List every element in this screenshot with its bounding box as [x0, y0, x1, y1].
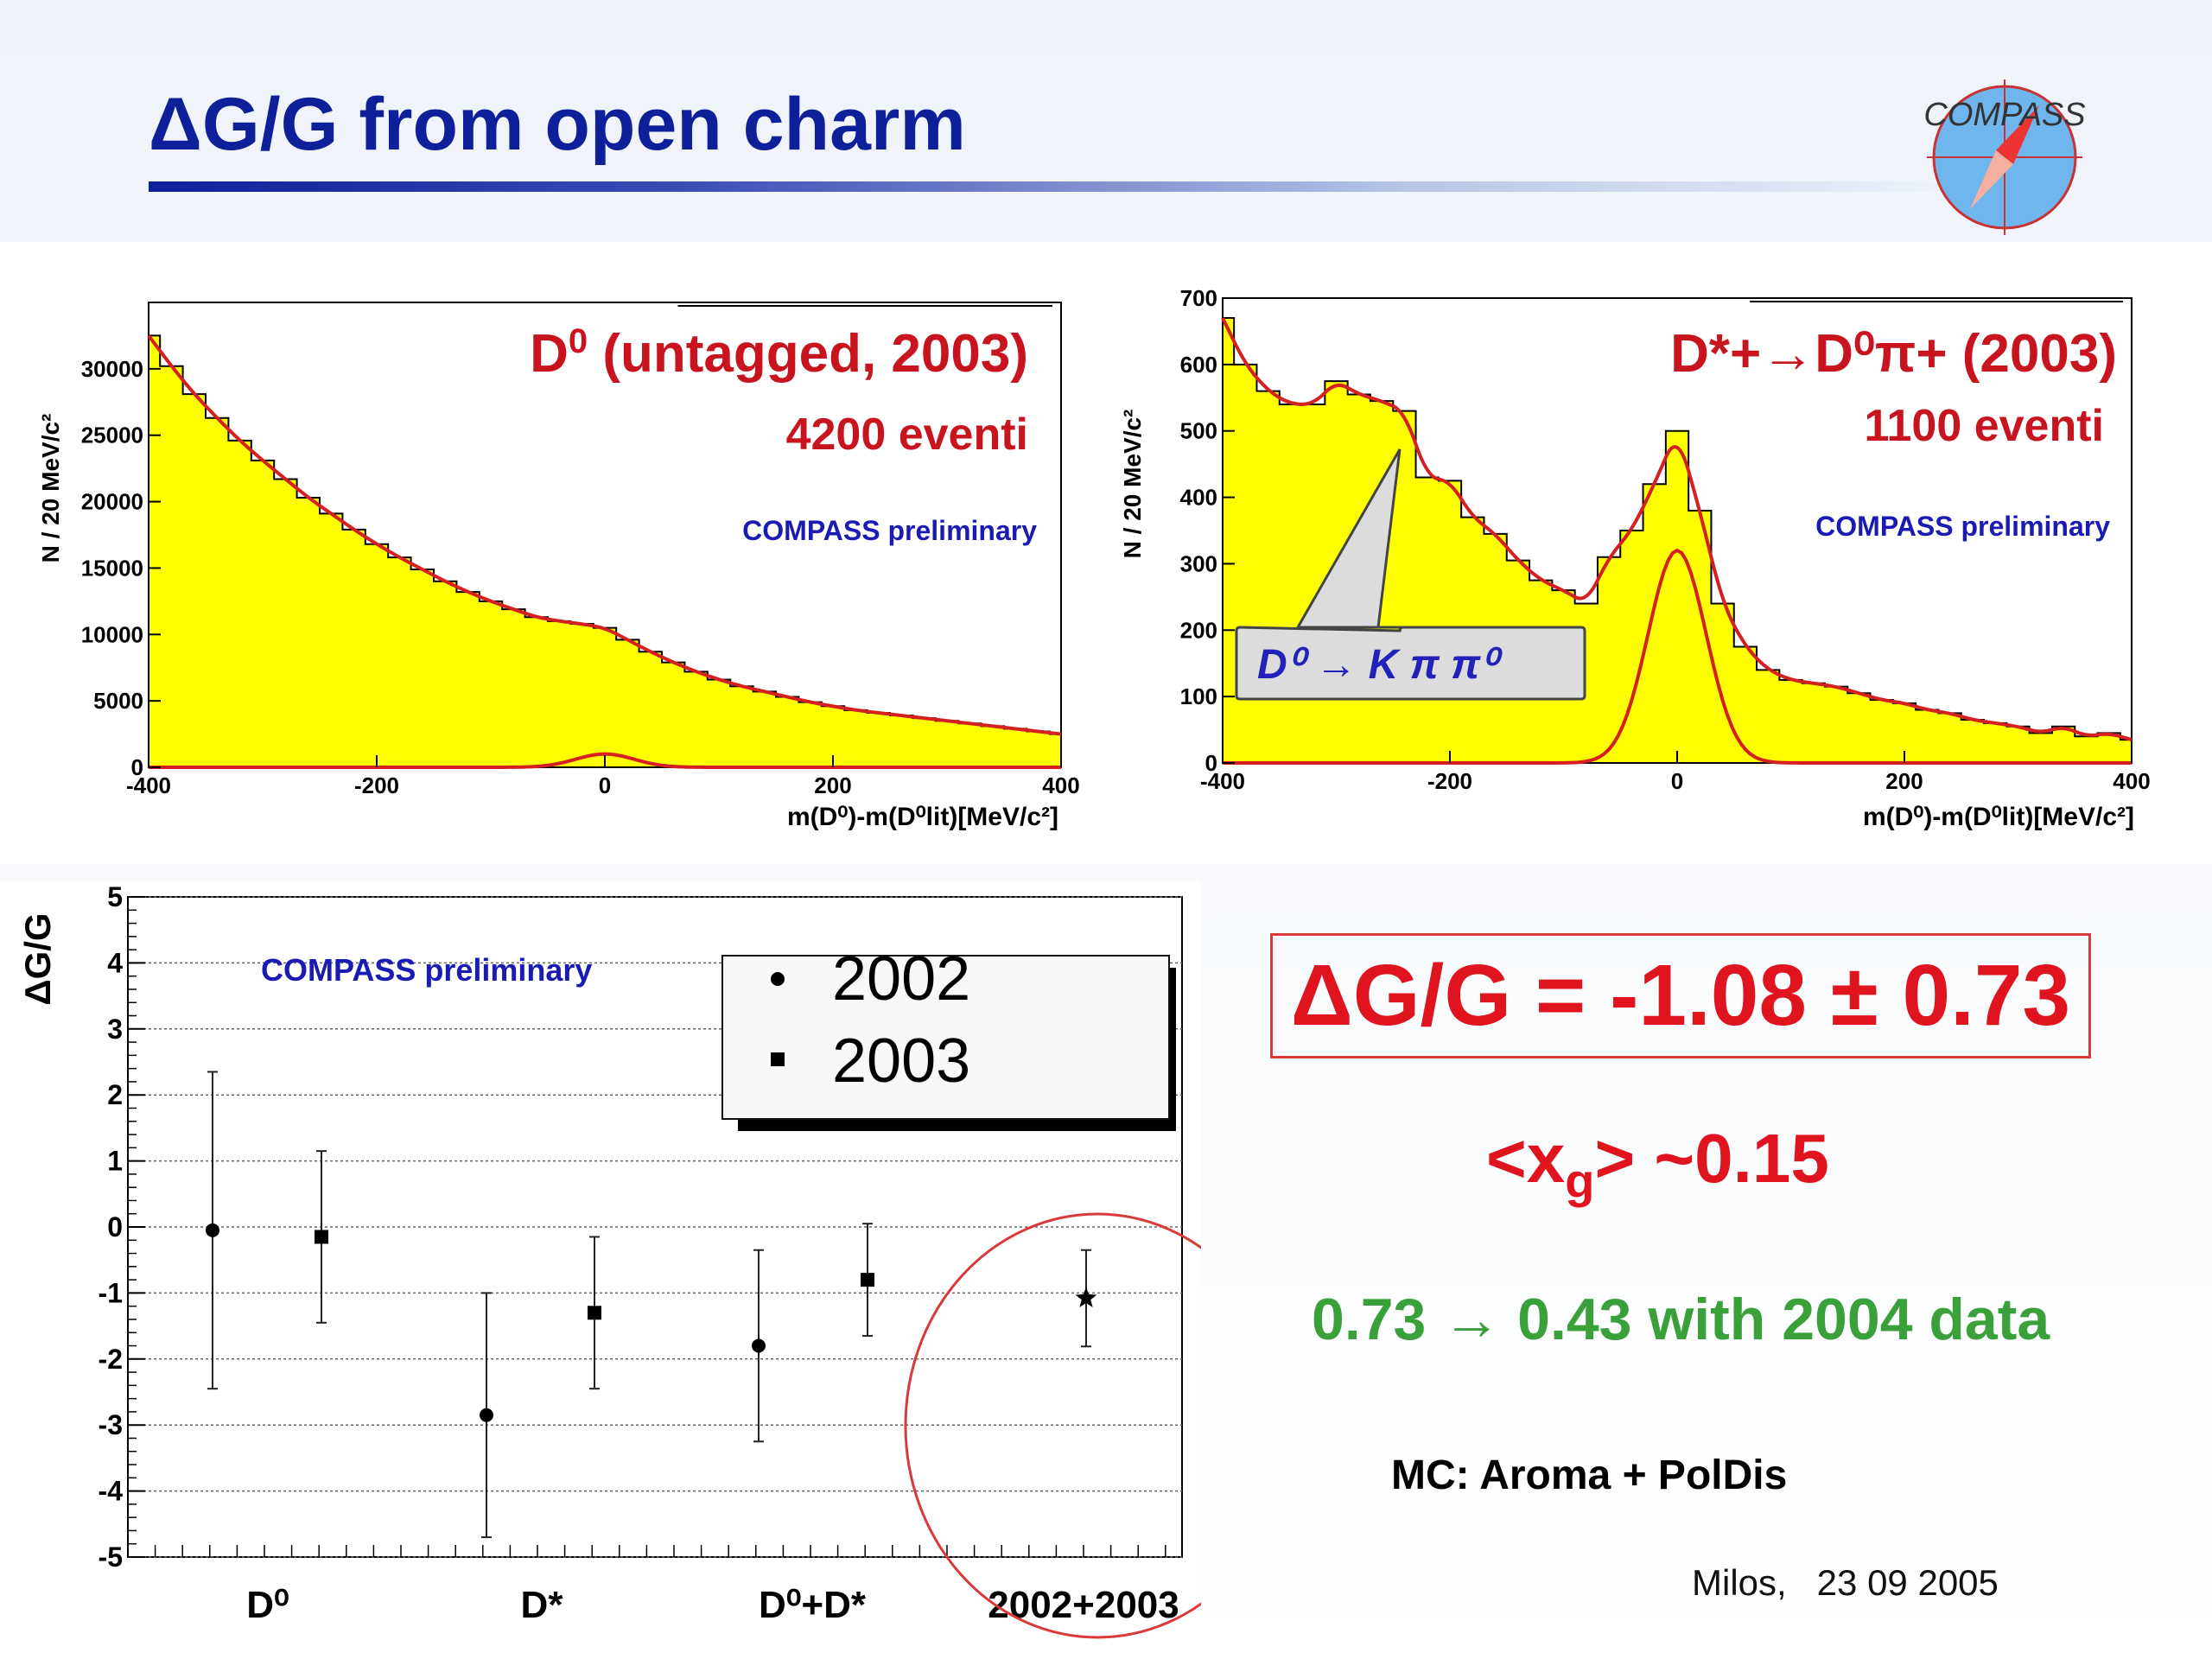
- dstar-mass-panel: 0 100 200 300 400 500 600 700 -400 -200 0 200 400 N …: [1097, 242, 2212, 864]
- d0-xtick-label: 400: [1042, 772, 1079, 798]
- result-box: ΔG/G = -1.08 ± 0.73: [1270, 933, 2091, 1058]
- dg-ytick-label: -3: [99, 1409, 123, 1440]
- legend-2003-marker: [771, 1052, 785, 1066]
- xg-sub: g: [1565, 1154, 1595, 1208]
- dstar-ytick-label: 300: [1180, 550, 1217, 576]
- dstar-mass-chart: 0 100 200 300 400 500 600 700 -400 -200 0 200 400 N …: [1119, 285, 2151, 831]
- compass-logo-icon: COMPASS: [1923, 79, 2086, 235]
- d0-ytick-label: 5000: [93, 688, 143, 714]
- dstar-ytick-label: 200: [1180, 617, 1217, 643]
- d0-events: 4200 eventi: [786, 410, 1028, 460]
- d0-fit-curve: [147, 334, 1062, 736]
- dg-point-2003: [315, 1230, 328, 1244]
- d0-ytick-label: 25000: [81, 423, 143, 448]
- dstar-xtick-label: -400: [1200, 768, 1245, 794]
- slide-header: ΔG/G from open charm COMPASS: [0, 0, 2212, 242]
- dstar-preliminary: COMPASS preliminary: [1815, 511, 2110, 542]
- xg-post: > ~0.15: [1594, 1120, 1829, 1197]
- slide-title: ΔG/G from open charm: [149, 83, 966, 166]
- dg-category-label: 2002+2003: [988, 1584, 1179, 1626]
- d0-ytick-label: 0: [131, 754, 143, 780]
- mc-generators: MC: Aroma + PolDis: [1391, 1452, 1788, 1498]
- dg-ytick-label: 0: [107, 1211, 123, 1243]
- dstar-ytick-label: 600: [1180, 352, 1217, 378]
- dstar-panel-label: D*+→D⁰π+ (2003): [1670, 324, 2117, 384]
- dstar-ytick-label: 500: [1180, 418, 1217, 444]
- dstar-ytick-label: 100: [1180, 683, 1217, 709]
- dstar-signal-curve: [1223, 548, 2132, 765]
- dstar-ytick-label: 400: [1180, 485, 1217, 511]
- dg-ytick-label: 3: [107, 1014, 123, 1045]
- dstar-ytick-label: 0: [1205, 750, 1217, 776]
- d0-label-main: D: [530, 324, 569, 384]
- dg-point-combined: [1075, 1287, 1097, 1308]
- d0-mass-panel: 0 5000 10000 15000 20000 25000 30000 -400 -200 0 2…: [0, 242, 1097, 864]
- dstar-xtick-label: 0: [1671, 768, 1683, 794]
- dg-ylabel: ΔG/G: [17, 912, 58, 1005]
- d0-ytick-label: 10000: [81, 621, 143, 647]
- logo-text: COMPASS: [1923, 97, 2085, 133]
- xg-value: <xg> ~0.15: [1486, 1119, 1829, 1209]
- dg-ytick-label: -2: [99, 1344, 123, 1375]
- title-underline: [149, 181, 1946, 192]
- dg-point-2002: [206, 1223, 219, 1237]
- d0-plot: 0 5000 10000 15000 20000 25000 30000 -400 -200 0 2…: [81, 302, 1080, 798]
- dg-ytick-label: 2: [107, 1079, 123, 1110]
- dg-legend: 2002 2003: [721, 944, 1176, 1131]
- dg-ytick-label: -1: [99, 1277, 123, 1308]
- dg-category-label: D⁰+D*: [759, 1584, 867, 1626]
- dstar-xlabel: m(D⁰)-m(D⁰lit)[MeV/c²]: [1863, 803, 2134, 831]
- dg-point-2003: [588, 1306, 601, 1320]
- dg-point-2002: [480, 1408, 493, 1422]
- legend-2002-label: 2002: [832, 944, 970, 1014]
- delta-g-panel: -5 -4 -3 -2 -1 0 1 2 3 4 5 D⁰ D* D⁰+D* 2002+2003 ΔG/G …: [0, 881, 1291, 1642]
- dstar-fit-curve: [1221, 317, 2133, 742]
- xg-pre: <x: [1486, 1120, 1566, 1197]
- dstar-callout: D⁰ → K π π⁰: [1235, 448, 1586, 701]
- d0-ytick-label: 15000: [81, 555, 143, 581]
- dstar-xtick-label: 200: [1885, 768, 1923, 794]
- dg-ytick-label: -5: [99, 1541, 123, 1573]
- d0-label-sup: 0: [569, 322, 588, 360]
- d0-mass-chart: 0 5000 10000 15000 20000 25000 30000 -400 -200 0 2…: [37, 302, 1080, 831]
- d0-preliminary: COMPASS preliminary: [742, 515, 1037, 546]
- footer-place-date: Milos, 23 09 2005: [1692, 1562, 1999, 1603]
- d0-ytick-label: 20000: [81, 489, 143, 515]
- dg-ytick-label: 5: [107, 881, 123, 912]
- d0-xtick-label: -400: [126, 772, 171, 798]
- d0-xtick-label: -200: [354, 772, 399, 798]
- d0-signal-curve: [149, 752, 1061, 769]
- callout-text: D⁰ → K π π⁰: [1257, 642, 1503, 688]
- dg-point-2003: [861, 1273, 874, 1287]
- result-value: ΔG/G = -1.08 ± 0.73: [1290, 947, 2071, 1044]
- dg-point-2002: [752, 1338, 766, 1353]
- d0-label-rest: (untagged, 2003): [588, 324, 1028, 384]
- dg-ytick-label: 1: [107, 1146, 123, 1177]
- legend-2003-label: 2003: [832, 1027, 970, 1096]
- dg-category-label: D⁰: [246, 1584, 289, 1626]
- error-improvement: 0.73 → 0.43 with 2004 data: [1312, 1287, 2050, 1352]
- dstar-events: 1100 eventi: [1864, 401, 2104, 451]
- d0-ylabel: N / 20 MeV/c²: [37, 414, 64, 563]
- d0-xtick-label: 200: [814, 772, 851, 798]
- dg-category-label: D*: [521, 1584, 564, 1626]
- dg-ytick-label: 4: [107, 947, 123, 978]
- dg-ytick-label: -4: [99, 1476, 124, 1507]
- dstar-xtick-label: -200: [1427, 768, 1472, 794]
- d0-xtick-label: 0: [599, 772, 611, 798]
- legend-2002-marker: [771, 972, 785, 986]
- dstar-xtick-label: 400: [2113, 768, 2150, 794]
- dg-preliminary: COMPASS preliminary: [261, 952, 592, 988]
- dstar-ytick-label: 700: [1180, 285, 1217, 311]
- d0-xlabel: m(D⁰)-m(D⁰lit)[MeV/c²]: [787, 803, 1058, 831]
- dstar-ylabel: N / 20 MeV/c²: [1119, 410, 1146, 559]
- d0-ytick-label: 30000: [81, 356, 143, 382]
- callout-bubble: [1235, 448, 1586, 701]
- d0-panel-label: D0 (untagged, 2003): [530, 322, 1028, 384]
